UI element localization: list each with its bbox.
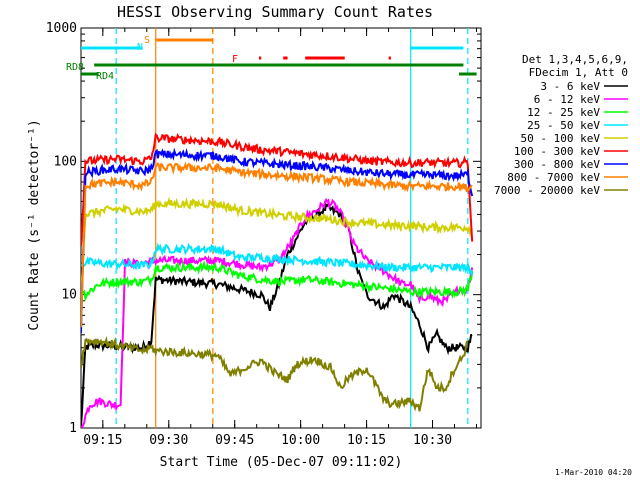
- x-tick-label: 09:45: [215, 433, 254, 448]
- series-line: [81, 132, 474, 246]
- legend-label: 25 - 50 keV: [527, 119, 600, 132]
- flag-label: N: [137, 42, 143, 53]
- y-axis-label: Count Rate (s⁻¹ detector⁻¹): [27, 119, 42, 330]
- timestamp-label: 1-Mar-2010 04:20: [555, 468, 632, 477]
- y-tick-label: 1000: [46, 21, 77, 36]
- x-tick-label: 09:30: [149, 433, 188, 448]
- series-line: [81, 202, 473, 427]
- y-tick-label: 10: [61, 288, 77, 303]
- legend-label: 3 - 6 keV: [540, 80, 600, 93]
- x-tick-label: 10:00: [281, 433, 320, 448]
- flag-label: S: [144, 35, 150, 46]
- flag-label: RD8: [66, 62, 84, 73]
- series-line: [81, 161, 473, 328]
- legend-label: 800 - 7000 keV: [507, 171, 600, 184]
- legend-label: 100 - 300 keV: [514, 145, 600, 158]
- legend-label: 300 - 800 keV: [514, 158, 600, 171]
- series-line: [81, 259, 474, 303]
- chart-title: HESSI Observing Summary Count Rates: [117, 3, 433, 21]
- legend-label: 6 - 12 keV: [534, 93, 601, 106]
- legend-label: 12 - 25 keV: [527, 106, 600, 119]
- y-tick-label: 1: [69, 421, 77, 436]
- legend-header-line-2: FDecim 1, Att 0: [529, 66, 628, 79]
- x-tick-label: 09:15: [83, 433, 122, 448]
- x-axis-label: Start Time (05-Dec-07 09:11:02): [160, 455, 403, 470]
- series-line: [81, 242, 474, 276]
- legend-header-line-1: Det 1,3,4,5,6,9,: [522, 53, 628, 66]
- series-line: [81, 147, 474, 333]
- x-tick-label: 10:15: [347, 433, 386, 448]
- flag-label: F: [232, 54, 238, 65]
- plot-area: [81, 28, 477, 428]
- legend-label: 50 - 100 keV: [521, 132, 601, 145]
- flag-label: RD4: [96, 71, 114, 82]
- legend-label: 7000 - 20000 keV: [494, 184, 600, 197]
- x-tick-label: 10:30: [413, 433, 452, 448]
- series-line: [81, 335, 469, 412]
- y-tick-label: 100: [54, 154, 77, 169]
- series-line: [81, 196, 474, 295]
